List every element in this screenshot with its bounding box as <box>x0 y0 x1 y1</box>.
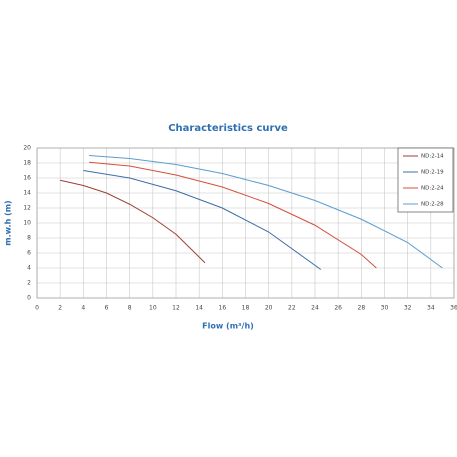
x-tick-label: 16 <box>219 305 227 312</box>
chart-title: Characteristics curve <box>168 123 288 134</box>
y-tick-label: 14 <box>23 190 31 197</box>
x-tick-label: 12 <box>172 305 180 312</box>
legend-label: ND:2-14 <box>421 154 444 160</box>
legend-label: ND:2-28 <box>421 202 444 208</box>
legend-label: ND:2-19 <box>421 170 444 176</box>
x-tick-label: 30 <box>381 305 389 312</box>
x-tick-label: 20 <box>265 305 273 312</box>
legend-box <box>397 147 454 213</box>
y-tick-label: 8 <box>27 235 31 242</box>
x-tick-label: 26 <box>334 305 342 312</box>
series-line <box>83 170 322 270</box>
x-tick-label: 8 <box>128 305 132 312</box>
y-tick-label: 4 <box>27 265 31 272</box>
x-tick-label: 28 <box>358 305 366 312</box>
x-tick-label: 34 <box>427 305 435 312</box>
y-tick-label: 10 <box>23 220 31 227</box>
x-tick-label: 14 <box>195 305 203 312</box>
y-tick-label: 0 <box>27 295 31 302</box>
series-line <box>89 161 377 269</box>
x-tick-label: 4 <box>81 305 85 312</box>
x-tick-label: 32 <box>404 305 412 312</box>
y-tick-label: 16 <box>23 175 31 182</box>
x-tick-label: 18 <box>242 305 250 312</box>
x-tick-label: 24 <box>311 305 319 312</box>
series-line <box>89 155 443 269</box>
x-tick-label: 36 <box>450 305 457 312</box>
x-tick-label: 10 <box>149 305 157 312</box>
x-tick-label: 0 <box>35 305 39 312</box>
x-tick-label: 6 <box>105 305 109 312</box>
x-tick-label: 2 <box>58 305 62 312</box>
y-tick-label: 2 <box>27 280 31 287</box>
y-tick-label: 20 <box>23 145 31 152</box>
y-tick-label: 18 <box>23 160 31 167</box>
x-tick-label: 22 <box>288 305 296 312</box>
legend-label: ND:2-24 <box>421 186 444 192</box>
y-tick-label: 12 <box>23 205 31 212</box>
y-tick-label: 6 <box>27 250 31 257</box>
series-line <box>60 179 206 264</box>
x-axis-label: Flow (m³/h) <box>202 322 254 331</box>
plot-frame <box>36 147 455 299</box>
y-axis-label: m.w.h (m) <box>4 200 13 245</box>
